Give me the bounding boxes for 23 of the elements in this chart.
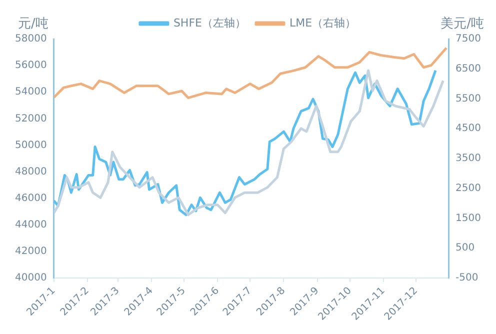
y-axis-title: 元/吨 — [18, 16, 48, 32]
y2-axis-title: 美元/吨 — [440, 15, 484, 32]
y-tick-label: 46000 — [15, 192, 47, 204]
legend-label: SHFE（左轴） — [173, 16, 246, 30]
y-tick-label: 40000 — [15, 272, 47, 284]
y2-tick-label: 3500 — [456, 153, 482, 164]
y-tick-label: 48000 — [15, 166, 47, 178]
y-tick-label: 52000 — [15, 113, 47, 124]
y-tick-label: 54000 — [15, 86, 47, 98]
y2-tick-label: 1500 — [456, 212, 482, 224]
y2-tick-label: -500 — [456, 272, 478, 284]
y2-tick-label: 4500 — [456, 123, 482, 134]
y-tick-label: 50000 — [15, 140, 47, 151]
y2-tick-label: 6500 — [456, 63, 482, 74]
y2-tick-label: 7500 — [456, 34, 482, 45]
y2-tick-label: 5500 — [456, 93, 482, 104]
y-tick-label: 56000 — [15, 60, 47, 72]
y-tick-label: 58000 — [15, 34, 47, 45]
legend-label: LME（右轴） — [289, 16, 356, 30]
y2-tick-label: 2500 — [456, 182, 482, 194]
y2-tick-label: 500 — [456, 242, 475, 254]
y-tick-label: 42000 — [15, 246, 47, 258]
y-tick-label: 44000 — [15, 219, 47, 230]
